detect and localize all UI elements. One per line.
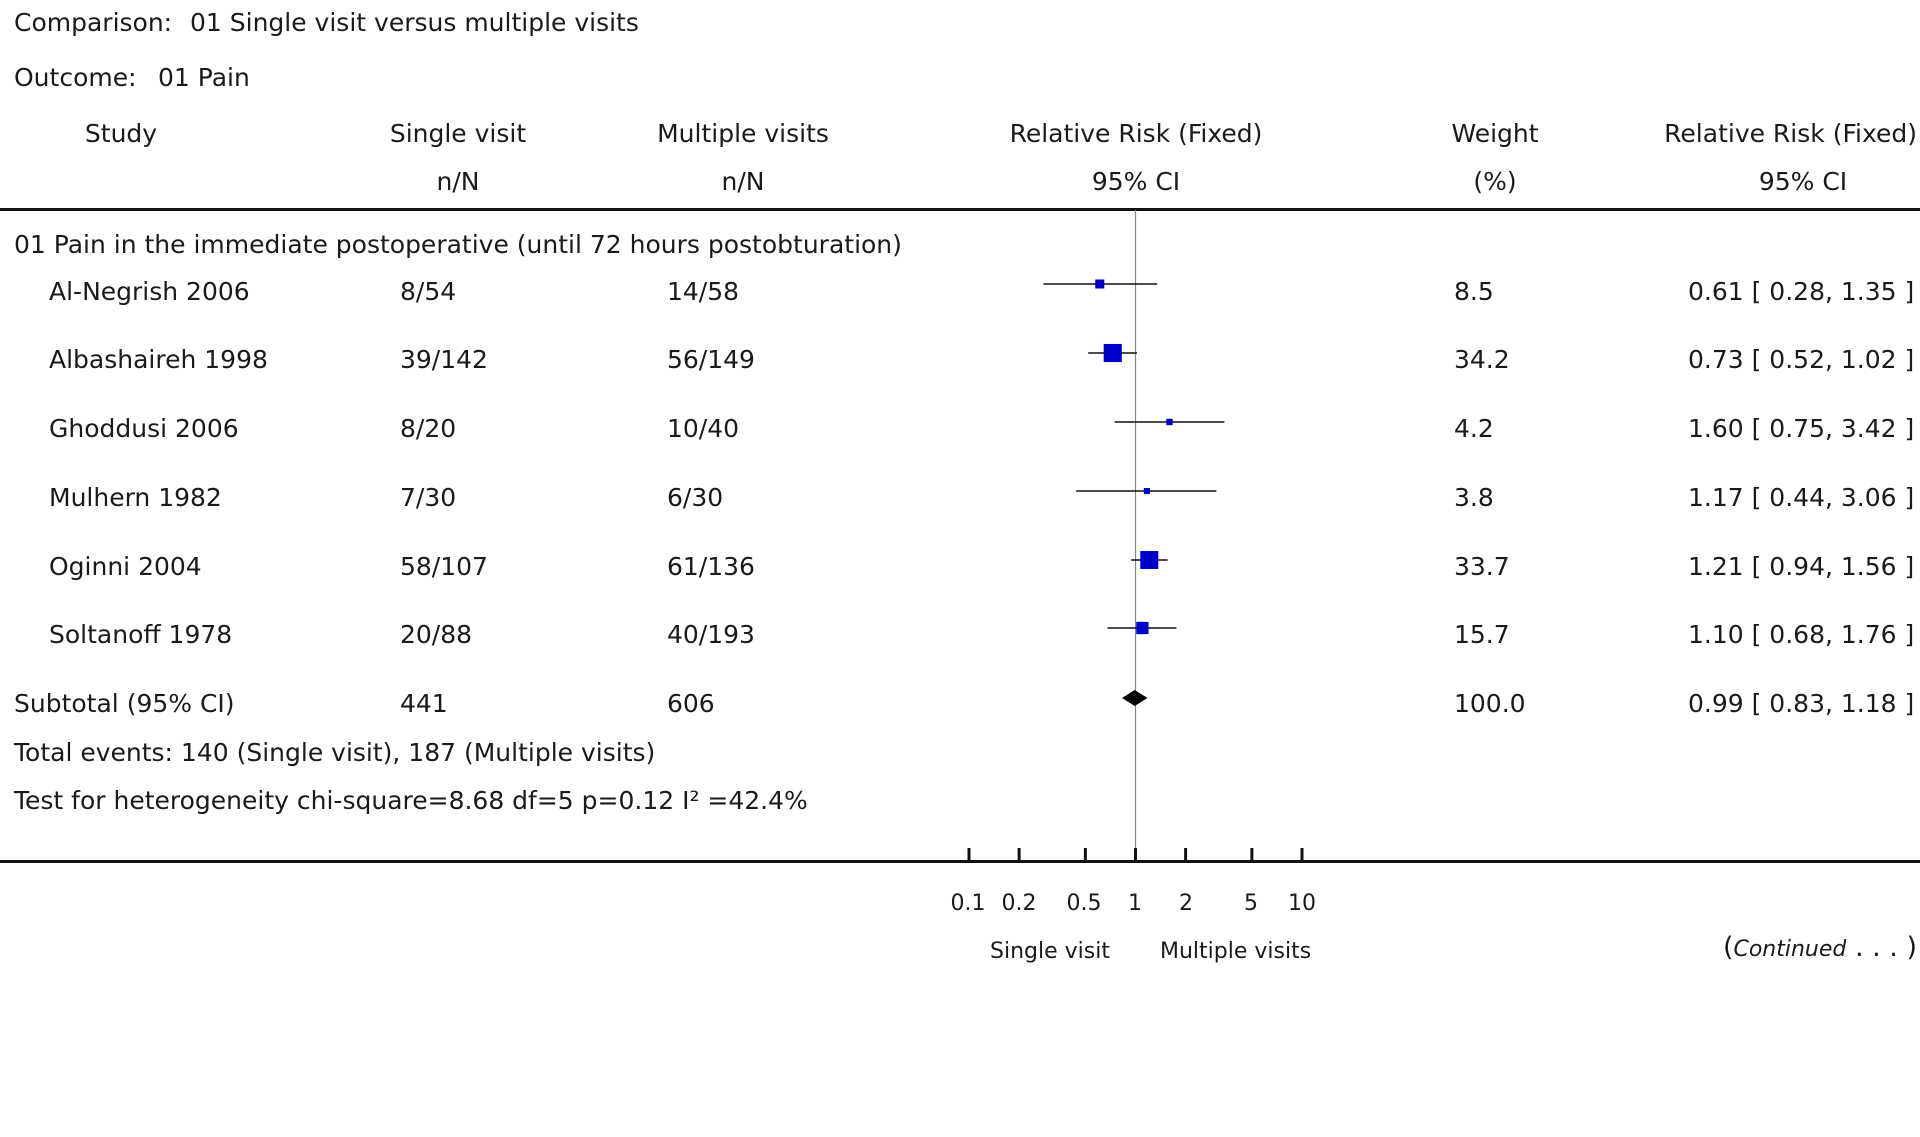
continued-open: ( <box>1722 932 1734 963</box>
study-name: Ghoddusi 2006 <box>49 414 239 443</box>
col-multiple-visits-subheader: n/N <box>721 167 765 196</box>
continued-word: Continued <box>1733 937 1847 962</box>
continued-dots: . . . ) <box>1846 932 1917 963</box>
tick-label: 0.1 <box>950 891 986 916</box>
tick-label: 0.2 <box>1001 891 1037 916</box>
multiple-visits-events: 56/149 <box>667 345 755 374</box>
point-estimate <box>1103 343 1122 363</box>
subtotal-rr-ci: 0.99 [ 0.83, 1.18 ] <box>1688 689 1915 718</box>
subgroup-title: 01 Pain in the immediate postoperative (… <box>14 230 902 259</box>
point-estimate <box>1166 418 1173 426</box>
study-weight: 4.2 <box>1454 414 1494 443</box>
study-rr-ci: 0.61 [ 0.28, 1.35 ] <box>1688 277 1915 306</box>
axis-left-label: Single visit <box>990 939 1110 964</box>
study-rr-ci: 1.21 [ 0.94, 1.56 ] <box>1688 552 1915 581</box>
total-events: Total events: 140 (Single visit), 187 (M… <box>14 738 656 767</box>
outcome-label: Outcome: <box>14 63 137 92</box>
outcome-value: 01 Pain <box>158 63 250 92</box>
col-single-visit-subheader: n/N <box>436 167 480 196</box>
tick-label: 10 <box>1288 891 1316 916</box>
study-name: Albashaireh 1998 <box>49 345 268 374</box>
subtotal-single: 441 <box>400 689 448 718</box>
comparison-label: Comparison: <box>14 8 173 37</box>
multiple-visits-events: 14/58 <box>667 277 740 306</box>
study-rr-ci: 1.10 [ 0.68, 1.76 ] <box>1688 620 1915 649</box>
continued-note: (Continued . . . ) <box>1723 934 1917 961</box>
col-multiple-visits-header: Multiple visits <box>657 119 829 148</box>
study-weight: 33.7 <box>1454 552 1510 581</box>
multiple-visits-events: 61/136 <box>667 552 755 581</box>
single-visit-events: 8/54 <box>400 277 457 306</box>
heterogeneity-test: Test for heterogeneity chi-square=8.68 d… <box>14 786 808 815</box>
col-rr-plot-header: Relative Risk (Fixed) <box>1009 119 1263 148</box>
header-rule <box>0 208 1920 211</box>
col-rr-value-subheader: 95% CI <box>1758 167 1848 196</box>
col-single-visit-header: Single visit <box>389 119 527 148</box>
point-estimate <box>1136 621 1149 635</box>
single-visit-events: 20/88 <box>400 620 473 649</box>
study-rr-ci: 0.73 [ 0.52, 1.02 ] <box>1688 345 1915 374</box>
point-estimate <box>1095 279 1105 289</box>
study-name: Soltanoff 1978 <box>49 620 233 649</box>
comparison-value: 01 Single visit versus multiple visits <box>190 8 639 37</box>
tick-label: 5 <box>1244 891 1258 916</box>
tick-label: 1 <box>1128 891 1142 916</box>
bottom-rule <box>0 860 1920 863</box>
tick-label: 2 <box>1179 891 1193 916</box>
study-name: Mulhern 1982 <box>49 483 222 512</box>
study-rr-ci: 1.60 [ 0.75, 3.42 ] <box>1688 414 1915 443</box>
study-weight: 15.7 <box>1454 620 1510 649</box>
single-visit-events: 7/30 <box>400 483 457 512</box>
study-weight: 3.8 <box>1454 483 1494 512</box>
point-estimate <box>1140 551 1159 569</box>
col-study-header: Study <box>84 119 158 148</box>
multiple-visits-events: 40/193 <box>667 620 755 649</box>
pooled-diamond <box>1122 690 1148 706</box>
subtotal-multiple: 606 <box>667 689 715 718</box>
point-estimate <box>1143 487 1150 495</box>
axis-right-label: Multiple visits <box>1160 939 1312 964</box>
study-weight: 34.2 <box>1454 345 1510 374</box>
col-rr-value-header: Relative Risk (Fixed) <box>1664 119 1917 148</box>
tick-label: 0.5 <box>1066 891 1102 916</box>
subtotal-weight: 100.0 <box>1454 689 1526 718</box>
col-rr-plot-subheader: 95% CI <box>1091 167 1181 196</box>
subtotal-label: Subtotal (95% CI) <box>14 689 235 718</box>
single-visit-events: 39/142 <box>400 345 488 374</box>
multiple-visits-events: 10/40 <box>667 414 740 443</box>
study-name: Al-Negrish 2006 <box>49 277 250 306</box>
study-weight: 8.5 <box>1454 277 1494 306</box>
single-visit-events: 58/107 <box>400 552 488 581</box>
col-weight-subheader: (%) <box>1473 167 1517 196</box>
single-visit-events: 8/20 <box>400 414 457 443</box>
study-rr-ci: 1.17 [ 0.44, 3.06 ] <box>1688 483 1915 512</box>
col-weight-header: Weight <box>1451 119 1539 148</box>
multiple-visits-events: 6/30 <box>667 483 724 512</box>
study-name: Oginni 2004 <box>49 552 202 581</box>
